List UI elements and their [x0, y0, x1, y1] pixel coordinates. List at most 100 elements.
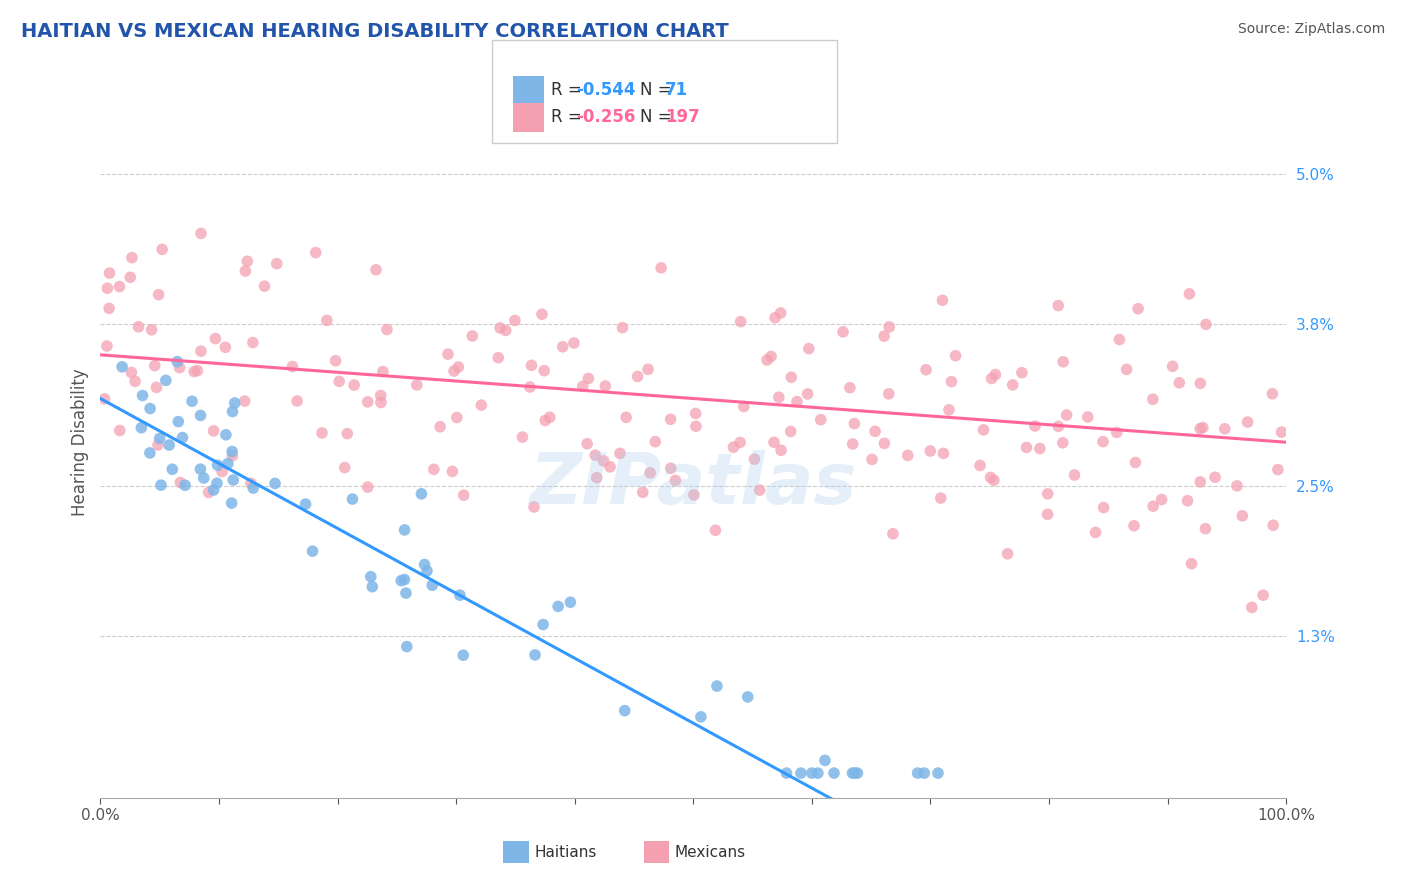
- Point: [1213, 422, 1236, 436]
- Point: [1261, 386, 1284, 401]
- Point: [844, 766, 866, 780]
- Point: [585, 471, 607, 485]
- Point: [756, 353, 779, 368]
- Point: [941, 375, 963, 389]
- Point: [371, 365, 394, 379]
- Point: [929, 491, 952, 505]
- Point: [512, 430, 534, 444]
- Point: [395, 586, 418, 600]
- Point: [221, 404, 243, 418]
- Point: [451, 648, 474, 663]
- Point: [221, 496, 243, 510]
- Point: [120, 270, 142, 285]
- Point: [1056, 408, 1078, 422]
- Point: [1011, 366, 1033, 380]
- Point: [190, 462, 212, 476]
- Point: [145, 380, 167, 394]
- Point: [169, 360, 191, 375]
- Point: [631, 485, 654, 500]
- Point: [190, 344, 212, 359]
- Point: [150, 243, 173, 257]
- Point: [143, 359, 166, 373]
- Point: [920, 444, 942, 458]
- Point: [333, 460, 356, 475]
- Point: [823, 766, 845, 780]
- Point: [131, 421, 153, 435]
- Point: [495, 323, 517, 337]
- Point: [927, 766, 949, 780]
- Point: [907, 766, 929, 780]
- Point: [530, 307, 553, 321]
- Point: [411, 487, 433, 501]
- Y-axis label: Hearing Disability: Hearing Disability: [72, 368, 89, 516]
- Point: [441, 465, 464, 479]
- Point: [328, 375, 350, 389]
- Point: [759, 350, 782, 364]
- Point: [1036, 487, 1059, 501]
- Point: [1047, 299, 1070, 313]
- Text: R =: R =: [551, 81, 588, 99]
- Point: [1178, 286, 1201, 301]
- Point: [503, 313, 526, 327]
- Point: [534, 413, 557, 427]
- Point: [405, 378, 427, 392]
- Point: [149, 431, 172, 445]
- Point: [447, 359, 470, 374]
- Point: [763, 435, 786, 450]
- Text: Haitians: Haitians: [534, 846, 596, 860]
- Point: [305, 245, 328, 260]
- Point: [443, 364, 465, 378]
- Point: [420, 578, 443, 592]
- Point: [1192, 420, 1215, 434]
- Point: [1063, 467, 1085, 482]
- Point: [841, 437, 863, 451]
- Text: -0.544: -0.544: [576, 81, 636, 99]
- Point: [121, 251, 143, 265]
- Point: [576, 371, 599, 385]
- Point: [315, 313, 337, 327]
- Point: [222, 473, 245, 487]
- Point: [551, 340, 574, 354]
- Point: [1150, 492, 1173, 507]
- Point: [1115, 362, 1137, 376]
- Point: [423, 462, 446, 476]
- Point: [576, 436, 599, 450]
- Point: [205, 476, 228, 491]
- Point: [357, 480, 380, 494]
- Point: [613, 704, 636, 718]
- Point: [96, 339, 118, 353]
- Point: [1125, 455, 1147, 469]
- Point: [1052, 435, 1074, 450]
- Point: [1084, 525, 1107, 540]
- Point: [723, 440, 745, 454]
- Point: [120, 366, 142, 380]
- Point: [486, 351, 509, 365]
- Point: [659, 412, 682, 426]
- Point: [141, 323, 163, 337]
- Text: HAITIAN VS MEXICAN HEARING DISABILITY CORRELATION CHART: HAITIAN VS MEXICAN HEARING DISABILITY CO…: [21, 22, 728, 41]
- Point: [768, 390, 790, 404]
- Point: [1195, 318, 1218, 332]
- Point: [748, 483, 770, 497]
- Point: [429, 419, 451, 434]
- Point: [193, 471, 215, 485]
- Point: [807, 766, 830, 780]
- Point: [912, 766, 935, 780]
- Point: [357, 395, 380, 409]
- Point: [1052, 355, 1074, 369]
- Point: [832, 325, 855, 339]
- Point: [1108, 333, 1130, 347]
- Point: [844, 417, 866, 431]
- Point: [139, 401, 162, 416]
- Text: Source: ZipAtlas.com: Source: ZipAtlas.com: [1237, 22, 1385, 37]
- Point: [281, 359, 304, 374]
- Point: [285, 394, 308, 409]
- Point: [364, 262, 387, 277]
- Point: [938, 402, 960, 417]
- Point: [98, 266, 121, 280]
- Point: [931, 293, 953, 308]
- Point: [980, 470, 1002, 484]
- Point: [1226, 479, 1249, 493]
- Point: [637, 362, 659, 376]
- Point: [1077, 409, 1099, 424]
